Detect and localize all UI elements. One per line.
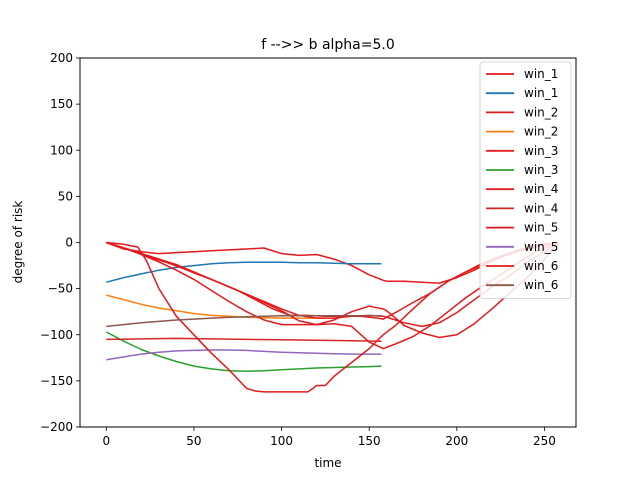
legend-label: win_5 [524, 221, 558, 235]
legend-label: win_2 [524, 125, 558, 139]
y-tick-label: −50 [48, 282, 73, 296]
series-line-win-5-8 [106, 241, 559, 350]
legend-label: win_6 [524, 259, 558, 273]
series-line-win-3-5 [105, 331, 382, 372]
x-tick-label: 150 [358, 434, 381, 448]
series-line-win-2-3 [106, 294, 326, 319]
y-axis-label: degree of risk [11, 201, 25, 284]
y-tick-label: −150 [40, 374, 73, 388]
series-line-win-6-10 [106, 241, 559, 393]
x-tick-label: 200 [445, 434, 468, 448]
x-tick-label: 0 [102, 434, 110, 448]
legend-label: win_2 [524, 105, 558, 119]
y-tick-label: 150 [50, 97, 73, 111]
legend-label: win_6 [524, 278, 558, 292]
y-tick-label: −200 [40, 420, 73, 434]
x-axis-label: time [314, 456, 341, 470]
x-axis: 0 50 100 150 200 250 [102, 427, 556, 448]
legend-label: win_4 [524, 201, 558, 215]
y-tick-label: −100 [40, 328, 73, 342]
series-line-win-1-1 [106, 261, 382, 283]
x-tick-label: 100 [270, 434, 293, 448]
axes-frame [79, 57, 577, 428]
legend-label: win_1 [524, 67, 558, 81]
series-line-win-5-9 [106, 349, 382, 361]
y-tick-label: 50 [58, 189, 73, 203]
legend-label: win_5 [524, 240, 558, 254]
legend-label: win_3 [524, 163, 558, 177]
series-line-win-6-11 [106, 315, 382, 328]
x-tick-label: 250 [533, 434, 556, 448]
chart-title: f -->> b alpha=5.0 [261, 37, 395, 53]
y-tick-label: 200 [50, 51, 73, 65]
y-tick-label: 0 [65, 236, 73, 250]
legend: win_1 win_1 win_2 win_2 win_3 win_3 win_4 win_4… [479, 61, 572, 299]
legend-label: win_3 [524, 144, 558, 158]
series-line-win-4-7 [106, 337, 382, 342]
plot-area [105, 241, 560, 393]
y-tick-label: 100 [50, 143, 73, 157]
series-line-win-4-6 [106, 241, 560, 339]
x-tick-label: 50 [186, 434, 201, 448]
y-axis: −200 −150 −100 −50 0 50 100 150 200 [40, 51, 80, 434]
legend-label: win_1 [524, 86, 558, 100]
legend-box [479, 61, 572, 299]
legend-label: win_4 [524, 182, 558, 196]
